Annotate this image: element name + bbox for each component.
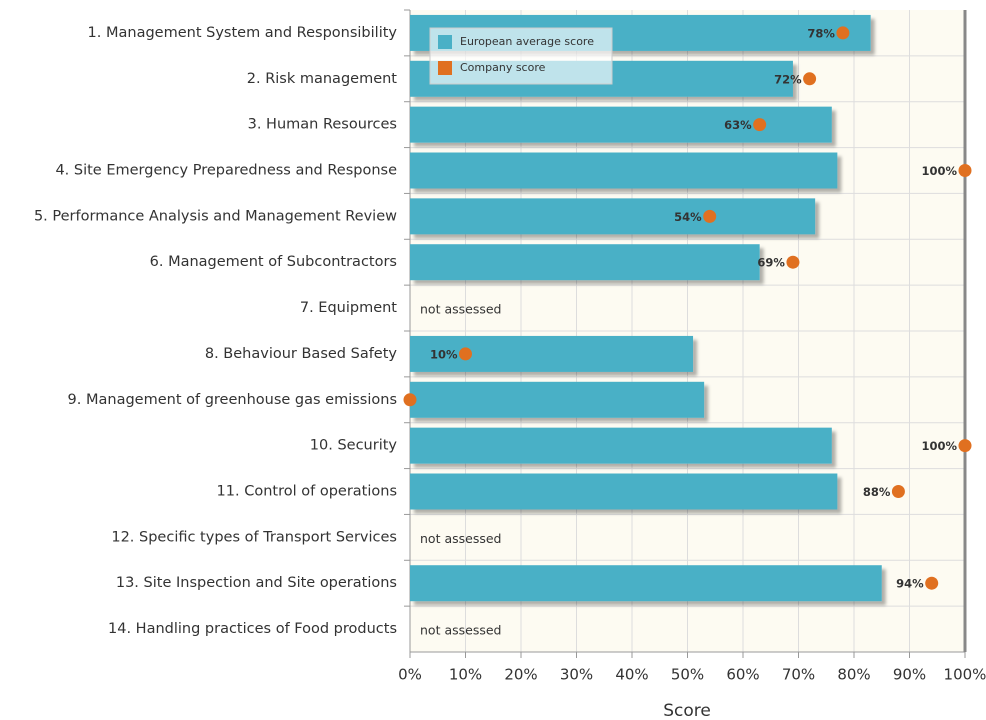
x-tick-label: 70% xyxy=(782,666,815,684)
value-label: 10% xyxy=(430,347,458,361)
value-label: 88% xyxy=(863,485,891,499)
x-tick-label: 50% xyxy=(671,666,704,684)
y-tick-label: 7. Equipment xyxy=(300,300,397,316)
value-label: 63% xyxy=(724,118,752,132)
dot xyxy=(459,347,472,361)
y-tick-label: 1. Management System and Responsibility xyxy=(88,25,398,41)
bar xyxy=(410,335,694,372)
y-tick-label: 10. Security xyxy=(310,438,398,454)
value-label: 54% xyxy=(674,210,702,224)
value-label: 72% xyxy=(774,72,802,86)
x-tick-label: 90% xyxy=(893,666,926,684)
dot xyxy=(891,485,905,498)
bar xyxy=(410,427,832,464)
dot xyxy=(703,209,717,223)
dot xyxy=(753,118,767,132)
value-label: 100% xyxy=(921,164,957,178)
y-tick-label: 14. Handling practices of Food products xyxy=(108,621,397,637)
x-tick-label: 20% xyxy=(504,666,537,684)
value-label: 100% xyxy=(921,439,957,453)
value-label: 94% xyxy=(896,577,924,591)
x-tick-label: 40% xyxy=(615,666,648,684)
x-tick-label: 0% xyxy=(398,666,422,684)
bar xyxy=(410,106,832,143)
missing-label: not assessed xyxy=(420,531,501,546)
legend-box xyxy=(429,27,613,85)
dot xyxy=(403,393,417,407)
y-tick-label: 5. Performance Analysis and Management R… xyxy=(34,208,397,224)
x-tick-label: 80% xyxy=(837,666,870,684)
missing-label: not assessed xyxy=(420,623,501,638)
x-axis-label: Score xyxy=(663,701,711,720)
dot xyxy=(958,164,972,177)
missing-label: not assessed xyxy=(420,302,501,317)
y-tick-label: 6. Management of Subcontractors xyxy=(150,254,397,270)
y-tick-label: 13. Site Inspection and Site operations xyxy=(116,575,397,591)
dot xyxy=(786,255,800,269)
y-tick-label: 12. Specific types of Transport Services xyxy=(111,529,397,545)
x-tick-label: 10% xyxy=(449,666,482,684)
legend-swatch xyxy=(438,61,452,75)
legend-label: Company score xyxy=(460,61,546,74)
y-tick-label: 8. Behaviour Based Safety xyxy=(205,346,398,362)
value-label: 69% xyxy=(757,256,785,270)
x-tick-label: 100% xyxy=(944,666,986,684)
y-tick-label: 2. Risk management xyxy=(247,71,398,87)
x-tick-label: 30% xyxy=(560,666,593,684)
bar xyxy=(410,473,838,510)
value-label: 78% xyxy=(807,26,835,40)
y-tick-label: 11. Control of operations xyxy=(217,484,397,500)
y-tick-label: 9. Management of greenhouse gas emission… xyxy=(68,392,397,408)
bar xyxy=(410,198,816,235)
bar xyxy=(410,381,705,418)
bar xyxy=(410,565,882,602)
bar xyxy=(410,244,760,281)
x-tick-label: 60% xyxy=(726,666,759,684)
dot xyxy=(958,439,972,453)
dot xyxy=(836,26,850,40)
legend-swatch xyxy=(438,35,452,49)
legend-label: European average score xyxy=(460,35,594,48)
dot xyxy=(925,576,939,590)
y-tick-label: 4. Site Emergency Preparedness and Respo… xyxy=(55,163,397,179)
dot xyxy=(803,72,817,86)
y-tick-label: 3. Human Resources xyxy=(248,117,397,133)
bar xyxy=(410,152,838,189)
